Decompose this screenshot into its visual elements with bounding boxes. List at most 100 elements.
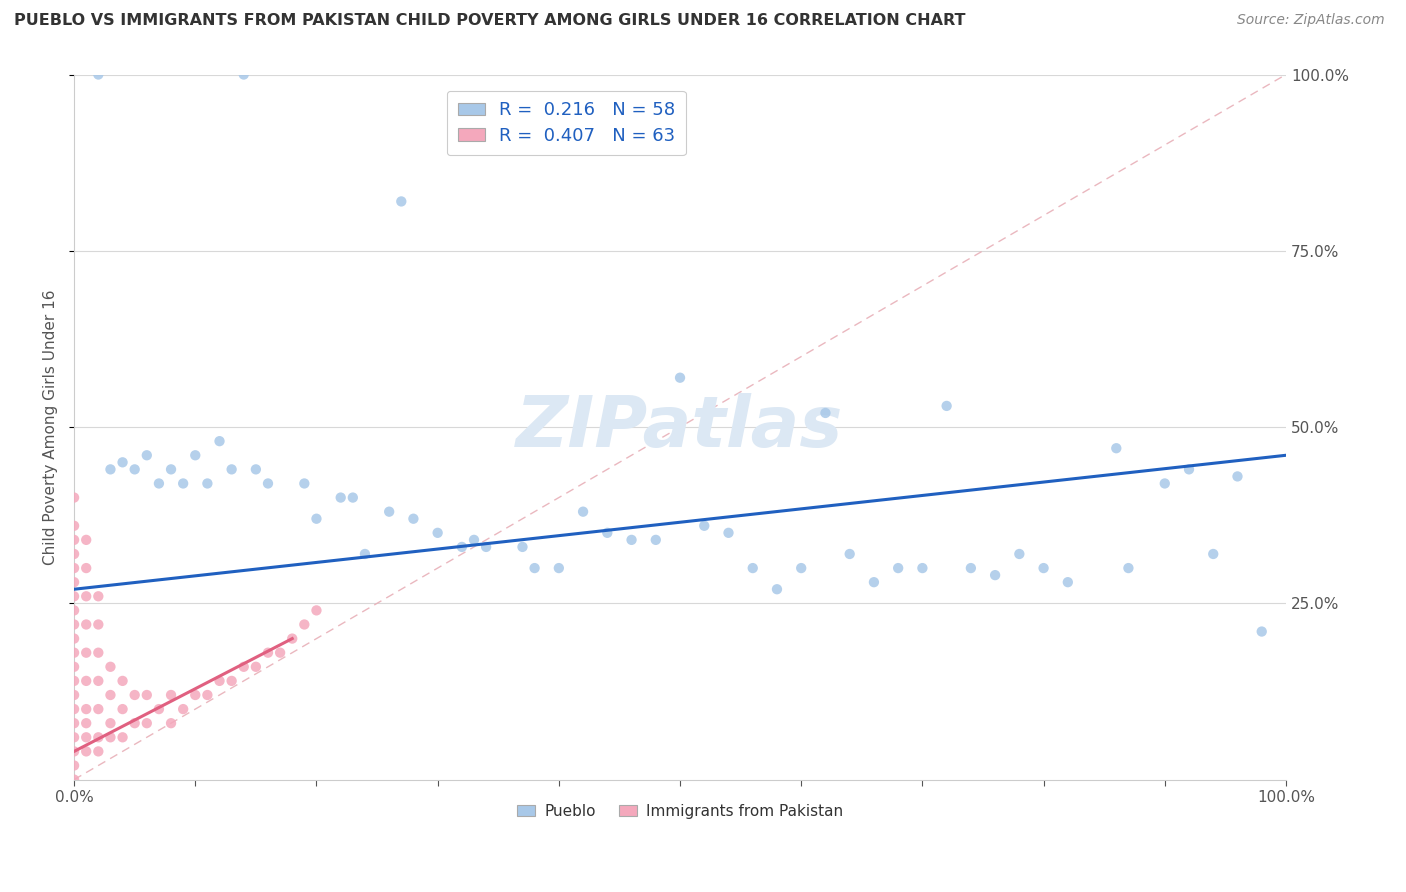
Point: [463, 533, 485, 547]
Point: [814, 406, 837, 420]
Point: [451, 540, 474, 554]
Point: [160, 688, 183, 702]
Point: [87, 702, 110, 716]
Point: [184, 448, 207, 462]
Point: [620, 533, 643, 547]
Point: [221, 673, 243, 688]
Point: [63, 716, 86, 731]
Point: [790, 561, 813, 575]
Point: [75, 646, 97, 660]
Point: [305, 603, 328, 617]
Point: [342, 491, 364, 505]
Point: [75, 702, 97, 716]
Point: [378, 505, 401, 519]
Point: [100, 660, 122, 674]
Point: [111, 702, 134, 716]
Point: [135, 716, 157, 731]
Point: [63, 702, 86, 716]
Point: [148, 702, 170, 716]
Point: [1178, 462, 1201, 476]
Y-axis label: Child Poverty Among Girls Under 16: Child Poverty Among Girls Under 16: [44, 289, 58, 565]
Point: [281, 632, 304, 646]
Point: [111, 455, 134, 469]
Point: [1008, 547, 1031, 561]
Point: [63, 561, 86, 575]
Point: [197, 476, 219, 491]
Point: [135, 448, 157, 462]
Point: [741, 561, 763, 575]
Point: [63, 772, 86, 787]
Point: [124, 688, 146, 702]
Point: [75, 744, 97, 758]
Text: PUEBLO VS IMMIGRANTS FROM PAKISTAN CHILD POVERTY AMONG GIRLS UNDER 16 CORRELATIO: PUEBLO VS IMMIGRANTS FROM PAKISTAN CHILD…: [14, 13, 966, 29]
Point: [111, 673, 134, 688]
Point: [1153, 476, 1175, 491]
Point: [75, 589, 97, 603]
Point: [148, 476, 170, 491]
Point: [257, 646, 280, 660]
Point: [63, 646, 86, 660]
Point: [63, 603, 86, 617]
Point: [135, 688, 157, 702]
Point: [669, 370, 692, 384]
Point: [63, 688, 86, 702]
Point: [63, 533, 86, 547]
Point: [329, 491, 352, 505]
Point: [269, 646, 291, 660]
Point: [63, 589, 86, 603]
Point: [838, 547, 860, 561]
Point: [693, 518, 716, 533]
Point: [245, 660, 267, 674]
Point: [63, 673, 86, 688]
Point: [1105, 441, 1128, 455]
Point: [572, 505, 595, 519]
Point: [75, 617, 97, 632]
Point: [160, 462, 183, 476]
Point: [111, 731, 134, 745]
Point: [160, 716, 183, 731]
Point: [63, 758, 86, 772]
Point: [863, 575, 886, 590]
Legend: Pueblo, Immigrants from Pakistan: Pueblo, Immigrants from Pakistan: [510, 797, 849, 825]
Point: [766, 582, 789, 597]
Point: [87, 673, 110, 688]
Point: [717, 525, 740, 540]
Point: [523, 561, 546, 575]
Point: [1056, 575, 1078, 590]
Point: [172, 702, 194, 716]
Point: [960, 561, 983, 575]
Point: [87, 589, 110, 603]
Point: [354, 547, 377, 561]
Point: [257, 476, 280, 491]
Point: [1250, 624, 1272, 639]
Point: [596, 525, 619, 540]
Point: [389, 194, 412, 209]
Text: Source: ZipAtlas.com: Source: ZipAtlas.com: [1237, 13, 1385, 28]
Point: [402, 512, 425, 526]
Point: [1118, 561, 1140, 575]
Point: [984, 568, 1007, 582]
Point: [547, 561, 569, 575]
Point: [63, 632, 86, 646]
Point: [124, 716, 146, 731]
Point: [426, 525, 449, 540]
Point: [1226, 469, 1249, 483]
Point: [887, 561, 910, 575]
Point: [75, 731, 97, 745]
Point: [75, 533, 97, 547]
Point: [87, 646, 110, 660]
Point: [1202, 547, 1225, 561]
Point: [100, 688, 122, 702]
Point: [172, 476, 194, 491]
Point: [221, 462, 243, 476]
Point: [124, 462, 146, 476]
Point: [208, 673, 231, 688]
Point: [644, 533, 666, 547]
Point: [100, 716, 122, 731]
Point: [911, 561, 934, 575]
Point: [75, 673, 97, 688]
Point: [63, 547, 86, 561]
Point: [1032, 561, 1054, 575]
Point: [292, 476, 315, 491]
Point: [63, 731, 86, 745]
